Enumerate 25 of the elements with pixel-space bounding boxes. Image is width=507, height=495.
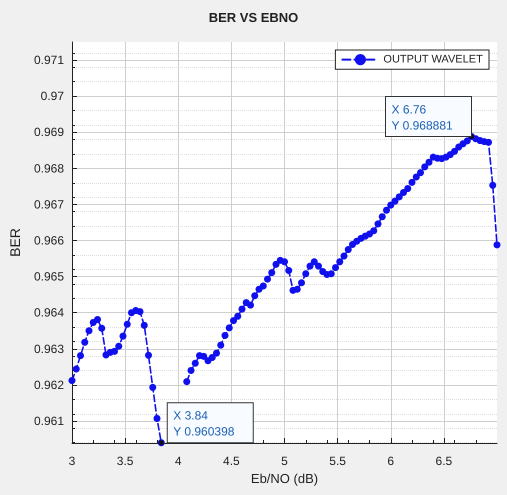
y-tick-label: 0.965 [34, 270, 64, 284]
y-tick-label: 0.971 [34, 53, 64, 68]
y-tick-label: 0.97 [40, 89, 64, 104]
x-tick-label: 4 [174, 454, 182, 468]
x-tick-label: 5 [281, 454, 288, 468]
chart-title: BER VS EBNO [208, 10, 298, 25]
x-tick-label: 6.5 [436, 454, 453, 468]
y-tick-label: 0.961 [34, 414, 64, 428]
annotation: X 6.76 Y 0.968881 [392, 102, 453, 133]
y-axis-title: BER [7, 228, 23, 257]
x-tick-label: 3.5 [116, 454, 134, 468]
y-tick-label: 0.966 [34, 234, 64, 248]
y-tick-label: 0.963 [34, 342, 64, 356]
y-tick-label: 0.967 [34, 197, 64, 212]
x-tick-label: 4.5 [223, 454, 240, 468]
x-tick-label: 3 [68, 454, 76, 468]
y-tick-label: 0.969 [34, 125, 64, 140]
x-axis-title: Eb/NO (dB) [250, 470, 318, 486]
y-tick-label: 0.968 [34, 161, 64, 176]
x-tick-label: 6 [387, 454, 394, 468]
annotation: X 3.84 Y 0.960398 [173, 408, 235, 439]
x-tick-label: 5.5 [329, 454, 346, 468]
y-tick-label: 0.964 [34, 306, 64, 320]
legend-label: OUTPUT WAVELET [383, 54, 484, 66]
y-tick-label: 0.962 [34, 378, 64, 392]
